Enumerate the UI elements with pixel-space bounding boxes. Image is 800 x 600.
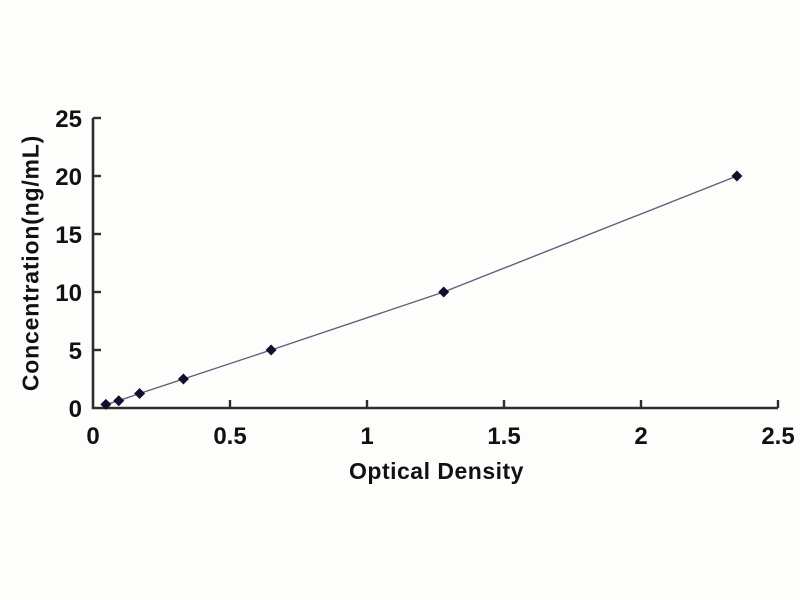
y-tick-label: 0 (69, 396, 82, 423)
x-tick-label: 0.5 (213, 423, 246, 450)
y-tick-label: 10 (55, 280, 82, 307)
data-point-marker (113, 395, 125, 407)
x-tick-label: 1 (360, 423, 373, 450)
y-axis-title: Concentration(ng/mL) (17, 134, 44, 392)
x-tick-label: 2 (634, 423, 647, 450)
x-tick-label: 1.5 (487, 423, 520, 450)
data-point-marker (177, 373, 189, 385)
data-point-marker (134, 388, 146, 399)
y-tick-label: 20 (55, 164, 82, 191)
data-point-marker (100, 398, 112, 410)
x-tick-label: 2.5 (761, 423, 794, 450)
x-axis-title: Optical Density (349, 458, 524, 484)
data-point-marker (731, 170, 743, 182)
y-tick-label: 25 (55, 106, 82, 133)
x-tick-label: 0 (86, 423, 99, 450)
y-tick-label: 15 (55, 222, 82, 249)
data-point-marker (265, 344, 277, 356)
trend-line (105, 175, 738, 406)
data-point-marker (438, 286, 450, 298)
axis-spines (91, 118, 778, 410)
y-tick-label: 5 (69, 338, 82, 365)
